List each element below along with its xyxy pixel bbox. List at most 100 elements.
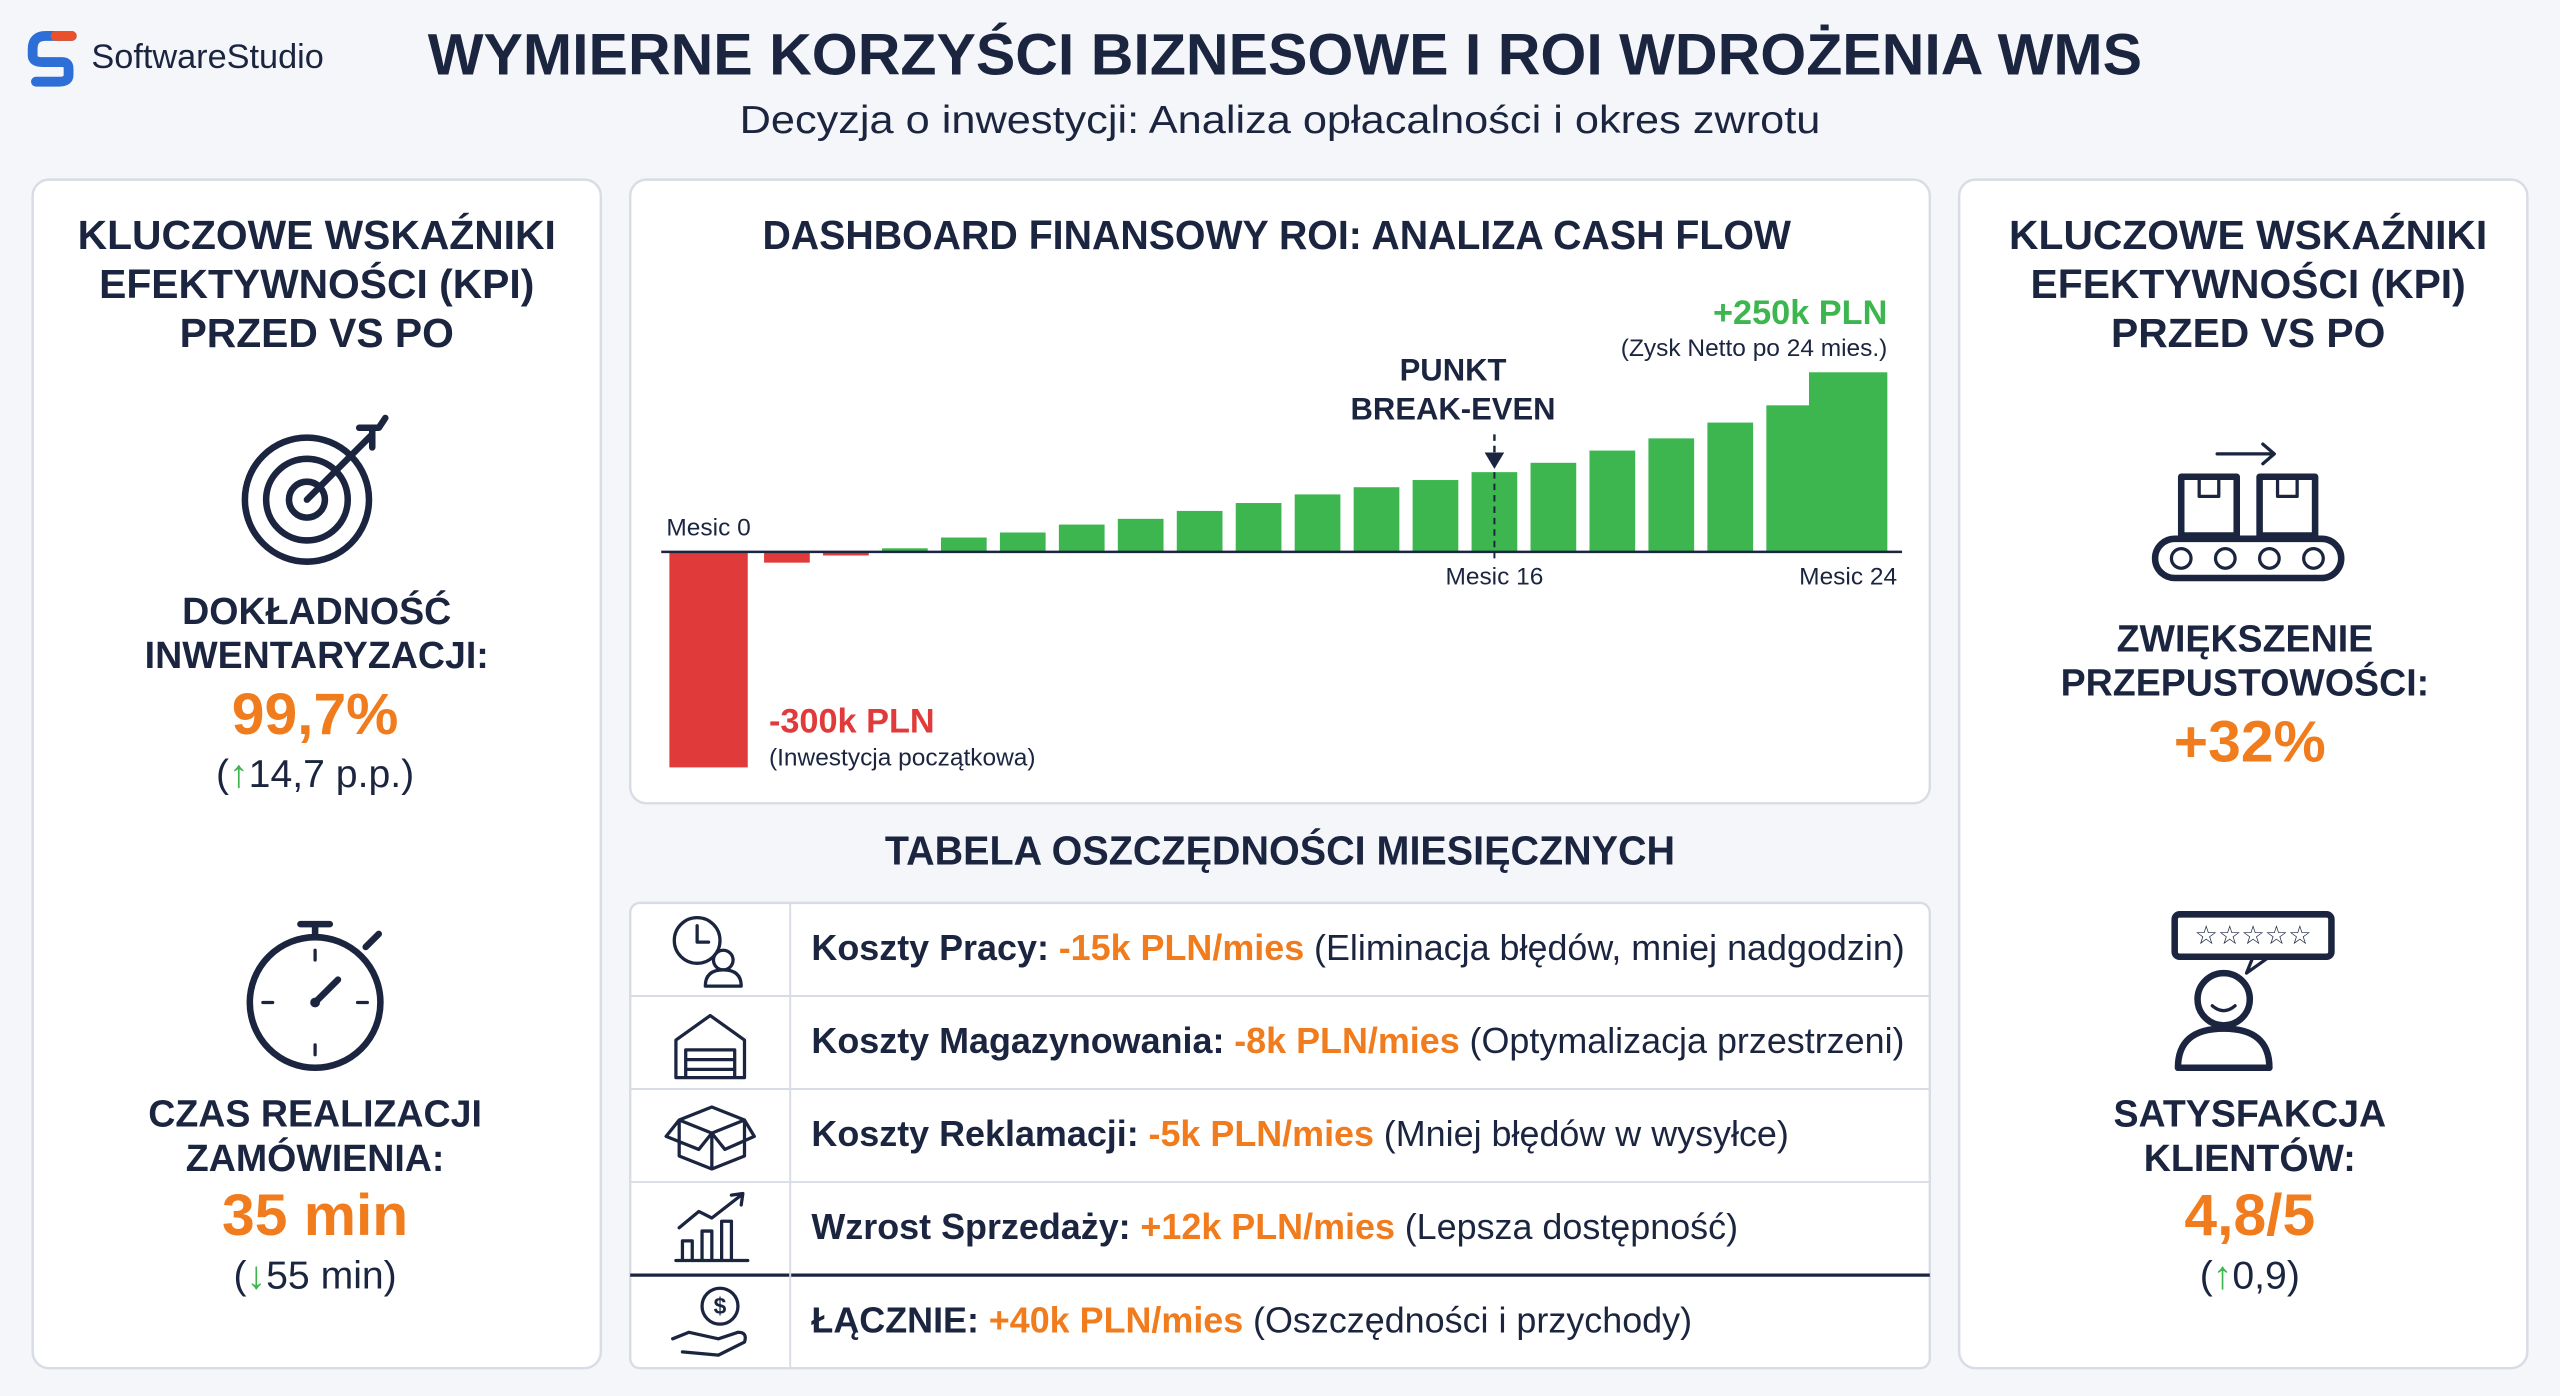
bar xyxy=(1235,503,1282,552)
bar xyxy=(1707,422,1754,552)
kpi-label: SATYSFAKCJA xyxy=(2113,1093,2386,1135)
min-annotation: -300k PLN xyxy=(769,702,935,740)
row-label: Koszty Pracy: xyxy=(811,928,1048,969)
box-icon xyxy=(664,1105,756,1171)
target-icon xyxy=(241,414,389,565)
max-note: (Zysk Netto po 24 mies.) xyxy=(1621,335,1888,362)
kpi-label: KLIENTÓW: xyxy=(2144,1137,2356,1179)
kpi-change: (↑0,9) xyxy=(2200,1255,2300,1298)
bar xyxy=(1176,510,1223,552)
panel-title: KLUCZOWE WSKAŹNIKI xyxy=(2009,212,2487,258)
bar xyxy=(764,551,810,563)
page-title: WYMIERNE KORZYŚCI BIZNESOWE I ROI WDROŻE… xyxy=(428,21,2142,87)
row-note: (Eliminacja błędów, mniej nadgodzin) xyxy=(1314,928,1905,969)
kpi-label: PRZEPUSTOWOŚCI: xyxy=(2061,662,2430,704)
panel-title: KLUCZOWE WSKAŹNIKI xyxy=(78,212,556,258)
bar xyxy=(669,551,748,768)
stars-icon: ☆☆☆☆☆ xyxy=(2195,920,2312,950)
bar xyxy=(1530,462,1577,552)
row-label: Koszty Magazynowania: xyxy=(811,1021,1224,1062)
row-label: ŁĄCZNIE: xyxy=(811,1300,979,1341)
page-subtitle: Decyzja o inwestycji: Analiza opłacalnoś… xyxy=(740,99,1821,142)
kpi-change-text: ( xyxy=(216,754,229,797)
kpi-change-text: ( xyxy=(233,1255,246,1298)
panel-title: EFEKTYWNOŚCI (KPI) xyxy=(2031,261,2466,307)
bar xyxy=(823,551,869,556)
panel-title: PRZED VS PO xyxy=(180,310,454,356)
row-text: Koszty Reklamacji: -5k PLN/mies (Mniej błę… xyxy=(811,1114,1788,1155)
row-amount: +12k PLN/mies xyxy=(1140,1207,1394,1248)
row-text: Koszty Magazynowania: -8k PLN/mies (Optyma… xyxy=(811,1021,1904,1062)
stopwatch-icon xyxy=(246,920,384,1072)
kpi-value: 99,7% xyxy=(232,682,399,747)
right-panel xyxy=(1957,178,2529,1370)
kpi-value: 4,8/5 xyxy=(2184,1183,2315,1248)
row-label: Wzrost Sprzedaży: xyxy=(811,1207,1130,1248)
kpi-change-arrow: ↑ xyxy=(2213,1255,2233,1298)
break-even-label: BREAK-EVEN xyxy=(1351,392,1556,427)
kpi-value: 35 min xyxy=(222,1183,408,1248)
brand: SoftwareStudio xyxy=(27,31,324,87)
left-panel xyxy=(31,178,603,1370)
kpi-label: ZWIĘKSZENIE xyxy=(2117,618,2374,660)
bar xyxy=(1766,405,1813,552)
panel-title: EFEKTYWNOŚCI (KPI) xyxy=(99,261,534,307)
row-note: (Oszczędności i przychody) xyxy=(1253,1300,1692,1341)
break-even-label: PUNKT xyxy=(1400,352,1507,387)
kpi-label: ZAMÓWIENIA: xyxy=(186,1137,445,1179)
bar-chart: Mesic 0 Mesic 16 Mesic 24 xyxy=(661,372,1903,768)
kpi-label: INWENTARYZACJI: xyxy=(145,634,489,676)
row-text: ŁĄCZNIE: +40k PLN/mies (Oszczędności i prz… xyxy=(811,1300,1692,1341)
max-annotation: +250k PLN xyxy=(1713,294,1887,332)
bar xyxy=(1648,438,1695,552)
kpi-label: CZAS REALIZACJI xyxy=(148,1093,482,1135)
row-amount: -15k PLN/mies xyxy=(1059,928,1304,969)
row-label: Koszty Reklamacji: xyxy=(811,1114,1138,1155)
brand-name: SoftwareStudio xyxy=(91,38,323,76)
labor-icon xyxy=(672,915,743,988)
row-amount: -8k PLN/mies xyxy=(1234,1021,1460,1062)
money-icon: $ xyxy=(671,1286,747,1357)
kpi-change-text: 0,9) xyxy=(2232,1255,2300,1298)
growth-icon xyxy=(674,1191,750,1263)
row-text: Koszty Pracy: -15k PLN/mies (Eliminacja bł… xyxy=(811,928,1904,969)
bar xyxy=(1353,487,1400,552)
warehouse-icon xyxy=(674,1013,747,1080)
x-tick-label: Mesic 16 xyxy=(1445,563,1543,590)
row-amount: +40k PLN/mies xyxy=(989,1300,1243,1341)
chart-panel xyxy=(628,178,1932,805)
kpi-change-arrow: ↑ xyxy=(229,754,249,797)
panel-title: PRZED VS PO xyxy=(2111,310,2385,356)
row-amount: -5k PLN/mies xyxy=(1149,1114,1375,1155)
row-note: (Optymalizacja przestrzeni) xyxy=(1470,1021,1905,1062)
x-tick-label: Mesic 24 xyxy=(1799,563,1897,590)
table-rows: Koszty Pracy: -15k PLN/mies (Eliminacja bł… xyxy=(630,902,1930,1369)
customer-icon: ☆☆☆☆☆ xyxy=(2171,911,2335,1072)
row-text: Wzrost Sprzedaży: +12k PLN/mies (Lepsza do… xyxy=(811,1207,1738,1248)
row-note: (Mniej błędów w wysyłce) xyxy=(1384,1114,1789,1155)
chart-title: DASHBOARD FINANSOWY ROI: ANALIZA CASH FL… xyxy=(762,212,1791,258)
kpi-change-arrow: ↓ xyxy=(247,1255,267,1298)
bar xyxy=(1294,494,1341,552)
kpi-label: DOKŁADNOŚĆ xyxy=(182,590,451,632)
brand-logo xyxy=(27,31,77,87)
min-note: (Inwestycja początkowa) xyxy=(769,745,1036,772)
table xyxy=(628,901,1932,1370)
dollar-sign: $ xyxy=(714,1293,727,1319)
bar xyxy=(1117,518,1164,552)
bar xyxy=(1808,372,1888,552)
kpi-change: (↑14,7 p.p.) xyxy=(216,754,414,797)
kpi-value: +32% xyxy=(2174,710,2326,775)
bar xyxy=(881,548,928,552)
kpi-change-text: ( xyxy=(2200,1255,2213,1298)
conveyor-icon xyxy=(2151,442,2345,582)
bar xyxy=(1412,480,1459,552)
row-note: (Lepsza dostępność) xyxy=(1405,1207,1738,1248)
bar xyxy=(1589,450,1636,552)
bar xyxy=(999,532,1046,552)
kpi-change-text: 55 min) xyxy=(266,1255,397,1298)
bar xyxy=(940,537,987,552)
table-title: TABELA OSZCZĘDNOŚCI MIESIĘCZNYCH xyxy=(885,828,1675,874)
